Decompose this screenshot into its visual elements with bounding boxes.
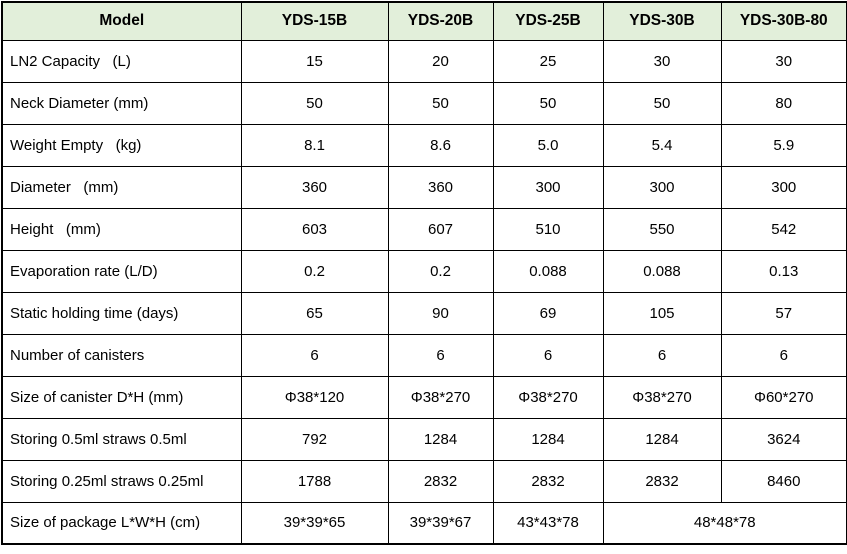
value-cell: 6 xyxy=(240,333,389,377)
value-cell: 550 xyxy=(602,207,722,251)
value-cell: 607 xyxy=(387,207,494,251)
header-cell-yds-20b: YDS-20B xyxy=(387,1,494,41)
value-cell: 603 xyxy=(240,207,389,251)
row-label: LN2 Capacity (L) xyxy=(1,39,242,83)
value-cell: 80 xyxy=(720,81,847,125)
value-cell: Φ38*270 xyxy=(387,375,494,419)
value-cell: 48*48*78 xyxy=(602,501,847,545)
value-cell: 6 xyxy=(720,333,847,377)
header-cell-yds-25b: YDS-25B xyxy=(492,1,604,41)
row-label: Neck Diameter (mm) xyxy=(1,81,242,125)
value-cell: 8460 xyxy=(720,459,847,503)
value-cell: 0.088 xyxy=(492,249,604,293)
table-row: Height (mm) 603 607 510 550 542 xyxy=(1,207,847,251)
row-label: Storing 0.25ml straws 0.25ml xyxy=(1,459,242,503)
row-label: Number of canisters xyxy=(1,333,242,377)
table-row: Size of package L*W*H (cm) 39*39*65 39*39*… xyxy=(1,501,847,545)
value-cell: Φ38*120 xyxy=(240,375,389,419)
value-cell: Φ38*270 xyxy=(492,375,604,419)
header-cell-yds-30b: YDS-30B xyxy=(602,1,722,41)
value-cell: 6 xyxy=(387,333,494,377)
row-label: Evaporation rate (L/D) xyxy=(1,249,242,293)
header-cell-model: Model xyxy=(1,1,242,41)
table-row: LN2 Capacity (L) 15 20 25 30 30 xyxy=(1,39,847,83)
value-cell: 20 xyxy=(387,39,494,83)
header-cell-yds-15b: YDS-15B xyxy=(240,1,389,41)
table-row: Storing 0.5ml straws 0.5ml 792 1284 1284 128… xyxy=(1,417,847,461)
value-cell: 2832 xyxy=(602,459,722,503)
value-cell: 300 xyxy=(492,165,604,209)
value-cell: 6 xyxy=(602,333,722,377)
value-cell: 510 xyxy=(492,207,604,251)
value-cell: Φ60*270 xyxy=(720,375,847,419)
table-row: Neck Diameter (mm) 50 50 50 50 80 xyxy=(1,81,847,125)
value-cell: 542 xyxy=(720,207,847,251)
table-row: Static holding time (days) 65 90 69 105 57 xyxy=(1,291,847,335)
value-cell: 3624 xyxy=(720,417,847,461)
value-cell: 792 xyxy=(240,417,389,461)
value-cell: 300 xyxy=(602,165,722,209)
table-row: Diameter (mm) 360 360 300 300 300 xyxy=(1,165,847,209)
value-cell: 5.4 xyxy=(602,123,722,167)
row-label: Static holding time (days) xyxy=(1,291,242,335)
table-row: Weight Empty (kg) 8.1 8.6 5.0 5.4 5.9 xyxy=(1,123,847,167)
value-cell: 5.0 xyxy=(492,123,604,167)
value-cell: 0.13 xyxy=(720,249,847,293)
value-cell: 1788 xyxy=(240,459,389,503)
table-row: Evaporation rate (L/D) 0.2 0.2 0.088 0.088 0.… xyxy=(1,249,847,293)
row-label: Storing 0.5ml straws 0.5ml xyxy=(1,417,242,461)
value-cell: 50 xyxy=(387,81,494,125)
value-cell: 6 xyxy=(492,333,604,377)
value-cell: 69 xyxy=(492,291,604,335)
value-cell: 0.088 xyxy=(602,249,722,293)
row-label: Weight Empty (kg) xyxy=(1,123,242,167)
value-cell: 2832 xyxy=(492,459,604,503)
value-cell: 57 xyxy=(720,291,847,335)
value-cell: 50 xyxy=(602,81,722,125)
row-label: Size of canister D*H (mm) xyxy=(1,375,242,419)
value-cell: 1284 xyxy=(387,417,494,461)
value-cell: 90 xyxy=(387,291,494,335)
value-cell: 50 xyxy=(240,81,389,125)
row-label: Size of package L*W*H (cm) xyxy=(1,501,242,545)
header-row: Model YDS-15B YDS-20B YDS-25B YDS-30B YD… xyxy=(1,1,847,41)
value-cell: 25 xyxy=(492,39,604,83)
header-cell-yds-30b-80: YDS-30B-80 xyxy=(720,1,847,41)
value-cell: Φ38*270 xyxy=(602,375,722,419)
table-body: LN2 Capacity (L) 15 20 25 30 30 Neck Diameter … xyxy=(1,39,847,545)
value-cell: 2832 xyxy=(387,459,494,503)
value-cell: 39*39*65 xyxy=(240,501,389,545)
value-cell: 300 xyxy=(720,165,847,209)
value-cell: 360 xyxy=(387,165,494,209)
row-label: Diameter (mm) xyxy=(1,165,242,209)
value-cell: 30 xyxy=(602,39,722,83)
table-row: Number of canisters 6 6 6 6 6 xyxy=(1,333,847,377)
value-cell: 0.2 xyxy=(240,249,389,293)
value-cell: 360 xyxy=(240,165,389,209)
value-cell: 5.9 xyxy=(720,123,847,167)
value-cell: 43*43*78 xyxy=(492,501,604,545)
value-cell: 50 xyxy=(492,81,604,125)
table-row: Storing 0.25ml straws 0.25ml 1788 2832 2832… xyxy=(1,459,847,503)
value-cell: 8.6 xyxy=(387,123,494,167)
value-cell: 65 xyxy=(240,291,389,335)
value-cell: 0.2 xyxy=(387,249,494,293)
value-cell: 1284 xyxy=(492,417,604,461)
row-label: Height (mm) xyxy=(1,207,242,251)
value-cell: 8.1 xyxy=(240,123,389,167)
value-cell: 30 xyxy=(720,39,847,83)
table-row: Size of canister D*H (mm) Φ38*120 Φ38*270 Φ… xyxy=(1,375,847,419)
value-cell: 1284 xyxy=(602,417,722,461)
value-cell: 39*39*67 xyxy=(387,501,494,545)
value-cell: 15 xyxy=(240,39,389,83)
value-cell: 105 xyxy=(602,291,722,335)
